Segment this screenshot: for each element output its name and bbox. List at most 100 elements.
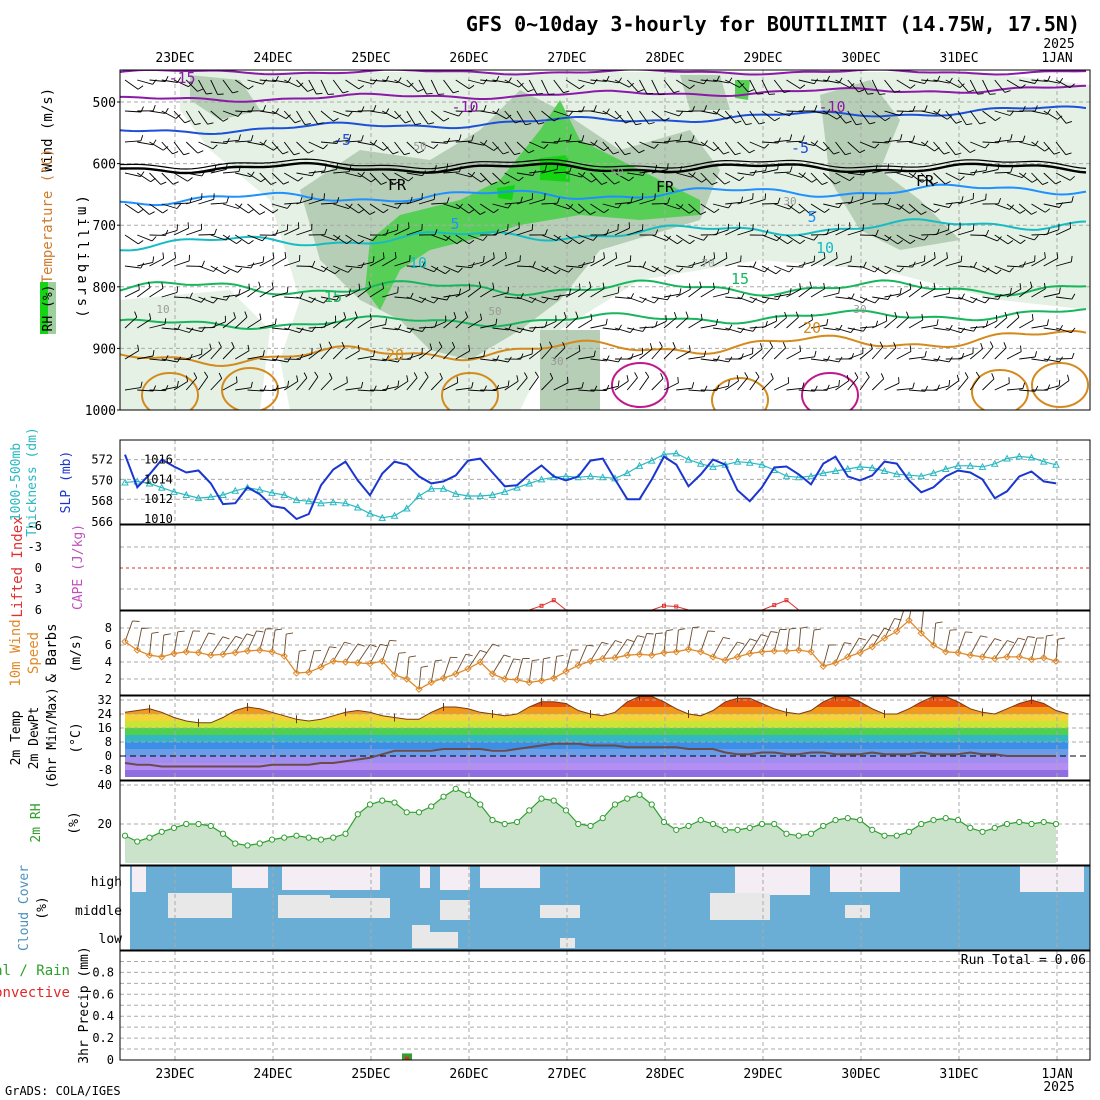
wind-barb-flag	[894, 90, 901, 93]
wind-barb-flag	[765, 229, 769, 236]
wind-barb-flag	[206, 92, 213, 95]
wind-barb-flag	[506, 114, 512, 120]
wind-barb	[308, 141, 324, 150]
wind-barb	[565, 140, 583, 143]
thickness-point	[170, 487, 178, 495]
wind-barb-flag	[505, 252, 507, 259]
wind-barb-flag	[703, 255, 705, 262]
wind-speed-point	[194, 648, 203, 657]
wind-barb-flag	[1034, 78, 1039, 84]
wind10m-barb-flag	[435, 659, 443, 662]
wind-barb-flag	[909, 209, 916, 214]
rh-contour-label: 10	[156, 303, 169, 316]
wind-speed-point	[550, 674, 558, 682]
wind-barb-flag	[581, 171, 586, 178]
wind-barb	[1055, 327, 1072, 334]
wind-barb	[467, 141, 484, 146]
wind-barb	[271, 141, 284, 155]
wind-barb-flag	[372, 235, 378, 241]
wind-barb	[602, 203, 619, 209]
slp-tick-1012: 1012	[144, 492, 173, 506]
wind-barb	[186, 172, 203, 177]
wind-barb	[173, 381, 188, 391]
wind-barb	[651, 378, 664, 391]
wind-barb-flag	[443, 117, 450, 122]
wind-barb	[161, 229, 178, 236]
temp-tick-8: 8	[105, 735, 112, 749]
wind-barb-flag	[226, 196, 229, 204]
wind-barb	[933, 385, 950, 391]
wind-barb	[333, 171, 350, 174]
wind-barb	[296, 172, 313, 177]
wind-barb-flag	[507, 203, 512, 209]
wind-speed-point	[966, 651, 974, 659]
wind10m-barb	[308, 650, 315, 673]
wind-barb-flag	[322, 144, 328, 150]
lifted-index-point	[551, 598, 556, 603]
wind-barb-flag	[593, 78, 598, 85]
wind-barb	[602, 172, 615, 185]
wind-barb-flag	[834, 181, 841, 185]
wind10m-barb	[724, 641, 738, 661]
wind-barb	[884, 110, 900, 117]
wind-barb	[1043, 293, 1060, 298]
wind-tick-6: 6	[105, 638, 112, 652]
wind-barb	[945, 296, 962, 300]
wind-barb	[1031, 324, 1048, 329]
wind-barb	[823, 203, 839, 209]
wind-barb	[210, 79, 219, 95]
wind-barb-flag	[880, 373, 885, 379]
wind-barb-flag	[426, 92, 433, 95]
wind-barb-flag	[520, 292, 524, 299]
wind-barb-flag	[775, 269, 781, 275]
wind-barb	[920, 172, 933, 185]
wind-barb-flag	[603, 208, 610, 214]
wind-barb	[137, 79, 153, 85]
rh2m-point	[342, 830, 349, 837]
wind-barb-flag	[507, 286, 510, 293]
wind-barb	[578, 261, 594, 267]
wind-barb-flag	[568, 111, 574, 117]
wind-barb	[382, 386, 398, 391]
wind-barb	[676, 79, 690, 89]
wind-barb	[149, 203, 163, 214]
wind10m-barb	[749, 634, 762, 654]
wind-barb	[847, 377, 859, 391]
wind10m-barb-flag	[398, 652, 406, 654]
wind-barb-flag	[813, 255, 816, 262]
wind-barb-flag	[1031, 314, 1034, 321]
wind-barb	[161, 291, 178, 298]
wind-barb	[492, 385, 509, 391]
wind-barb-flag	[328, 341, 333, 348]
wind10m-barb	[896, 611, 905, 632]
thickness-point	[647, 456, 656, 464]
wind-barb	[921, 288, 936, 298]
wind-barb	[418, 141, 434, 150]
thickness-point	[341, 499, 350, 507]
wind-barb	[737, 172, 754, 176]
wind-barb-flag	[613, 151, 620, 155]
wind-barb	[1018, 287, 1033, 298]
wind-barb-flag	[997, 236, 1002, 242]
wind-barb-flag	[493, 208, 499, 214]
wind-barb	[798, 79, 815, 85]
wind-barb	[1043, 79, 1060, 84]
wind-barb	[320, 378, 333, 391]
wind10m-barb-flag	[666, 629, 674, 632]
bottom-date-26DEC: 26DEC	[449, 1067, 488, 1082]
wind-barb	[369, 358, 386, 362]
wind-barb-flag	[348, 134, 352, 141]
wind-barb	[186, 229, 202, 236]
wind-barb-flag	[960, 327, 966, 333]
wind-barb	[823, 385, 839, 391]
wind-barb	[712, 172, 725, 185]
wind-barb	[725, 261, 741, 267]
wind-barb-flag	[801, 382, 805, 389]
wind-barb-flag	[174, 251, 177, 259]
wind-barb	[774, 382, 789, 391]
wind-barb	[333, 382, 348, 391]
wind-barb-flag	[605, 318, 608, 325]
wind-speed-point	[709, 653, 717, 661]
wind-barb	[602, 79, 619, 84]
